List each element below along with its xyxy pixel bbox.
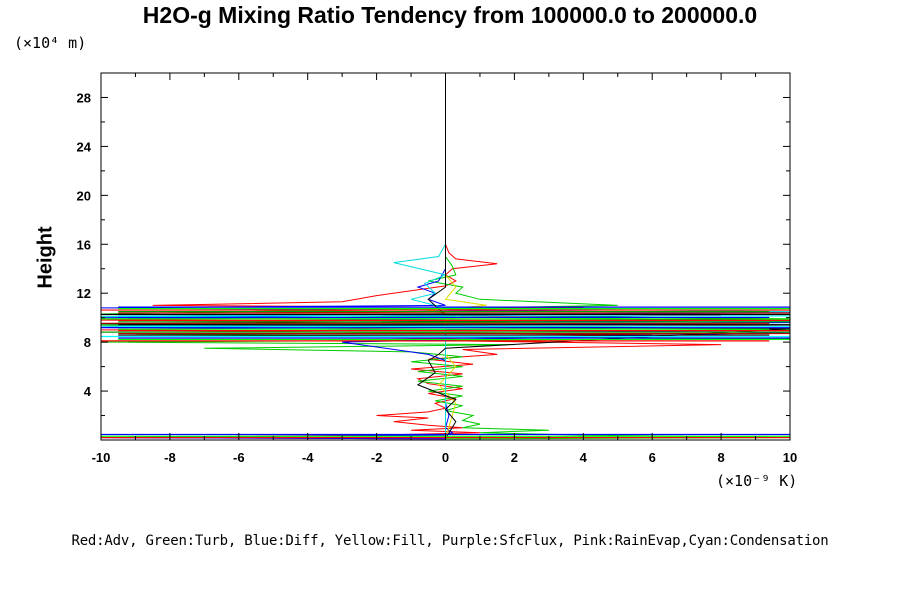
x-tick-label: 0 xyxy=(442,450,449,465)
x-tick-label: -6 xyxy=(233,450,245,465)
x-tick-label: -2 xyxy=(371,450,383,465)
y-tick-label: 12 xyxy=(77,286,91,301)
series-layer xyxy=(100,73,791,440)
x-tick-label: 8 xyxy=(717,450,724,465)
y-tick-label: 24 xyxy=(77,139,92,154)
series-line-green xyxy=(100,73,791,440)
y-tick-label: 8 xyxy=(84,335,91,350)
x-tick-label: 6 xyxy=(649,450,656,465)
legend-text: Red:Adv, Green:Turb, Blue:Diff, Yellow:F… xyxy=(71,533,829,549)
y-tick-label: 16 xyxy=(77,237,91,252)
series-line-yellow xyxy=(428,73,487,439)
y-tick-label: 20 xyxy=(77,188,91,203)
y-tick-label: 28 xyxy=(77,90,91,105)
x-tick-label: -4 xyxy=(302,450,314,465)
x-tick-label: 4 xyxy=(580,450,588,465)
x-tick-label: -8 xyxy=(164,450,176,465)
series-line-red xyxy=(100,73,791,440)
chart-title: H2O-g Mixing Ratio Tendency from 100000.… xyxy=(142,2,758,28)
x-axis-unit: (×10⁻⁹ K) xyxy=(716,472,798,490)
x-tick-label: 2 xyxy=(511,450,518,465)
x-tick-label: 10 xyxy=(783,450,797,465)
y-axis-unit: (×10⁴ m) xyxy=(14,34,87,52)
y-tick-label: 4 xyxy=(84,384,92,399)
x-tick-label: -10 xyxy=(92,450,111,465)
